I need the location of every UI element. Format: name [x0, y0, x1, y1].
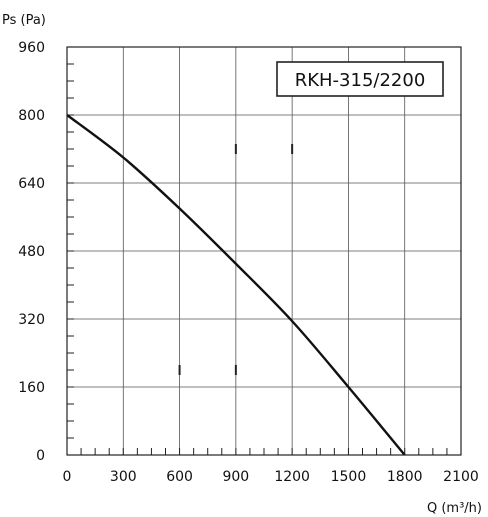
x-axis-title: Q (m³/h): [427, 501, 482, 516]
y-tick-label: 160: [18, 380, 45, 396]
model-label: RKH-315/2200: [295, 70, 426, 91]
x-tick-label: 1800: [387, 469, 423, 485]
plot-frame: [66, 46, 462, 456]
x-tick-labels: 0 300 600 900 1200 1500 1800 2100: [63, 469, 479, 485]
x-tick-label: 1500: [331, 469, 367, 485]
y-tick-label: 320: [18, 312, 45, 328]
y-tick-label: 640: [18, 176, 45, 192]
x-tick-label: 0: [63, 469, 72, 485]
x-tick-label: 900: [222, 469, 249, 485]
grid: [66, 46, 462, 456]
model-label-box: [276, 61, 444, 97]
performance-curve: [66, 114, 406, 456]
y-tick-labels: 0 160 320 480 640 800 960: [18, 40, 45, 464]
x-tick-label: 300: [110, 469, 137, 485]
series-group: [66, 114, 406, 456]
y-tick-label: 0: [36, 448, 45, 464]
y-tick-label: 480: [18, 244, 45, 260]
y-tick-label: 800: [18, 108, 45, 124]
x-tick-label: 2100: [443, 469, 479, 485]
y-tick-label: 960: [18, 40, 45, 56]
minor-ticks: [66, 46, 462, 456]
x-tick-label: 600: [166, 469, 193, 485]
y-axis-title: Ps (Pa): [2, 13, 46, 28]
x-tick-label: 1200: [274, 469, 310, 485]
